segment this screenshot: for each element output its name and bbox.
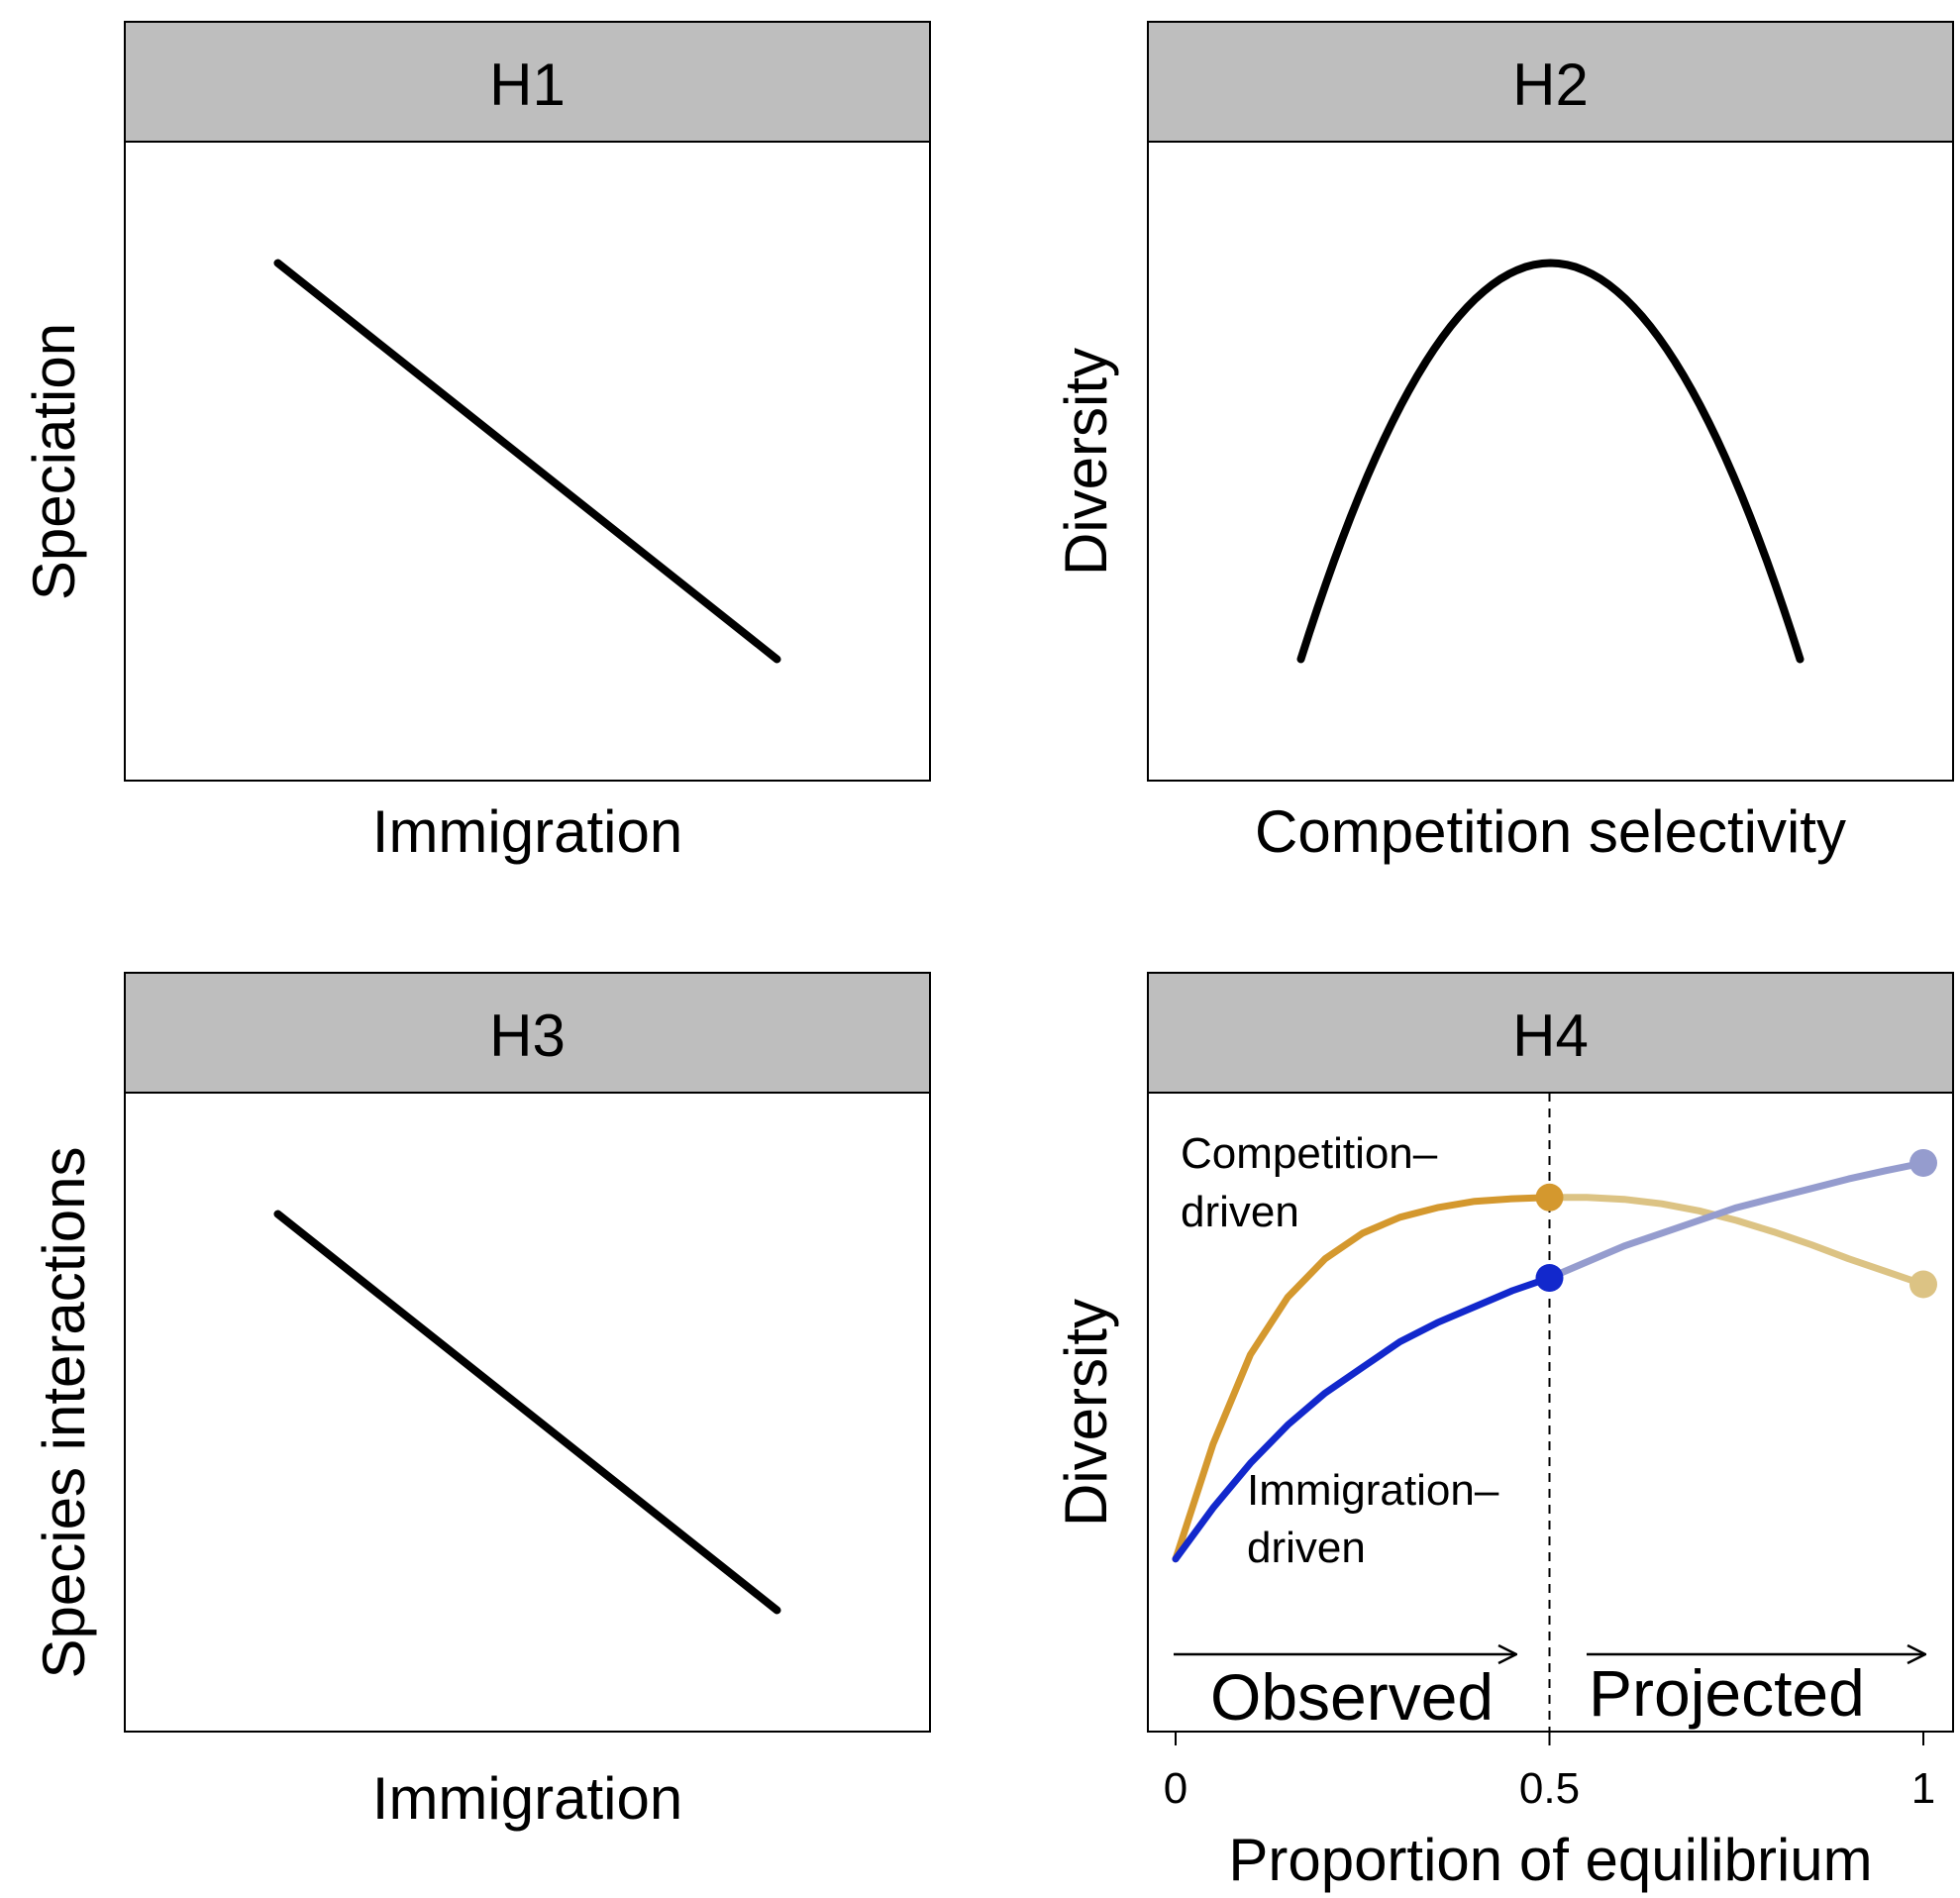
panel-h2: H2 Competition selectivity Diversity (1053, 21, 1954, 865)
h3-plot-area (124, 1092, 931, 1733)
h4-immigration-midpoint-marker (1535, 1264, 1564, 1293)
h4-competition-projected-curve (1546, 1194, 1927, 1288)
h4-projected-label: Projected (1589, 1656, 1865, 1730)
h1-series (273, 259, 781, 664)
h2-series (1296, 259, 1805, 664)
h2-strip (1147, 21, 1954, 143)
h4-label-competition-line1: Competition– (1181, 1129, 1438, 1178)
h4-x-axis-label: Proportion of equilibrium (1228, 1827, 1872, 1893)
panel-h1: H1 Immigration Speciation (21, 21, 931, 865)
h4-immigration-endpoint-marker (1909, 1148, 1937, 1177)
h4-label-competition-line2: driven (1181, 1188, 1299, 1236)
h2-x-axis-label: Competition selectivity (1255, 798, 1846, 865)
h3-series (273, 1210, 781, 1615)
panel-h3: H3 Immigration Species interactions (31, 972, 931, 1832)
h4-x-tick-label: 0.5 (1519, 1764, 1580, 1813)
h3-strip (124, 972, 931, 1094)
h3-x-axis-label: Immigration (372, 1765, 682, 1832)
h1-y-axis-label: Speciation (21, 323, 87, 600)
h4-competition-endpoint-marker (1909, 1270, 1937, 1299)
h4-strip-title: H4 (1512, 1002, 1589, 1069)
h4-label-immigration-line1: Immigration– (1247, 1466, 1499, 1515)
h4-immigration-projected-curve (1546, 1159, 1927, 1282)
h4-series (1172, 1148, 1937, 1563)
h3-y-axis-label: Species interactions (31, 1147, 97, 1679)
h4-strip (1147, 972, 1954, 1094)
h1-trend-line (273, 259, 781, 664)
h2-y-axis-label: Diversity (1053, 348, 1119, 576)
h1-plot-area (124, 141, 931, 782)
h4-label-immigration-line2: driven (1247, 1524, 1366, 1572)
h4-x-axis: 0 0.5 1 (1164, 1731, 1935, 1813)
h4-immigration-observed-curve (1172, 1274, 1553, 1563)
h2-plot-area (1147, 141, 1954, 782)
h1-strip (124, 21, 931, 143)
h4-y-axis-label: Diversity (1053, 1299, 1119, 1527)
panel-h4: H4 0 0.5 1 Competition– driven Immigration… (1053, 972, 1954, 1893)
h3-trend-line (273, 1210, 781, 1615)
h3-strip-title: H3 (489, 1002, 566, 1069)
h2-strip-title: H2 (1512, 52, 1589, 118)
h4-x-tick-label: 0 (1164, 1764, 1187, 1813)
h4-competition-observed-curve (1172, 1194, 1553, 1563)
h2-hump-curve (1296, 259, 1805, 664)
h1-strip-title: H1 (489, 52, 566, 118)
h4-x-tick-label: 1 (1911, 1764, 1935, 1813)
h1-x-axis-label: Immigration (372, 798, 682, 865)
h4-observed-label: Observed (1210, 1660, 1494, 1734)
h4-competition-midpoint-marker (1535, 1183, 1564, 1212)
